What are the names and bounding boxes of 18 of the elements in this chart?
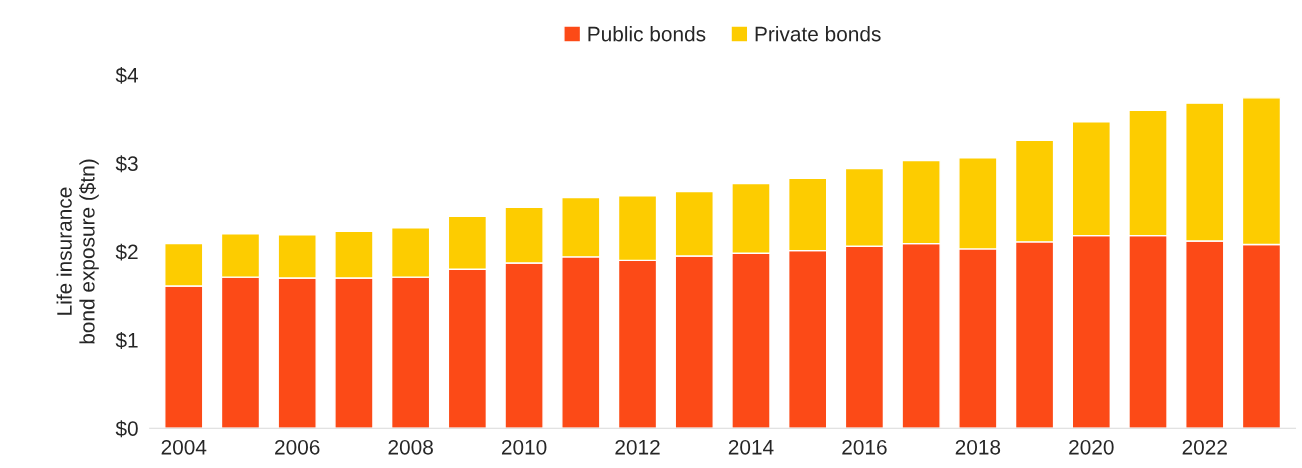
y-axis-title: Life insurance bond exposure ($tn) (56, 159, 99, 344)
x-tick-label: 2010 (501, 439, 547, 455)
y-tick-label: $1 (115, 332, 138, 349)
x-tick-label: 2008 (388, 439, 433, 455)
x-tick-label: 2016 (842, 439, 887, 455)
x-tick-label: 2012 (615, 439, 660, 455)
x-tick-label: 2020 (1069, 439, 1114, 455)
legend-label: Public bonds (588, 26, 706, 42)
y-tick-label: $2 (115, 243, 138, 261)
y-tick-label: $0 (115, 420, 138, 438)
x-tick-label: 2018 (955, 439, 1001, 455)
x-tick-label: 2004 (161, 439, 207, 455)
x-tick-label: 2014 (728, 439, 774, 455)
x-tick-label: 2006 (275, 439, 320, 455)
legend-label: Private bonds (755, 26, 881, 42)
y-tick-label: $3 (115, 155, 138, 173)
x-tick-label: 2022 (1182, 439, 1227, 455)
y-tick-label: $4 (115, 67, 139, 84)
